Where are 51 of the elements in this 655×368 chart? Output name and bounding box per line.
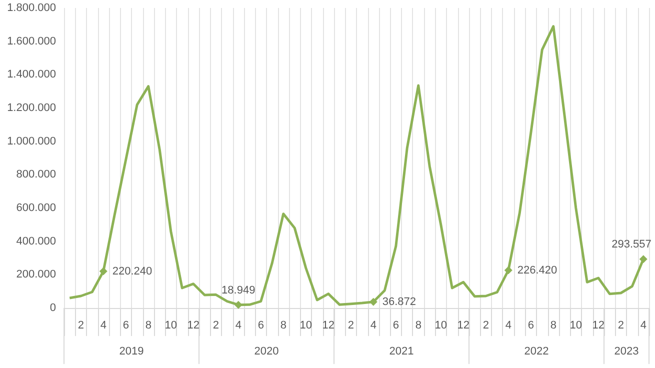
point — [504, 266, 512, 274]
point — [234, 300, 242, 309]
y-tick-label: 600.000 — [16, 202, 56, 214]
data-label: 293.557 — [612, 238, 652, 251]
y-tick-label: 1.600.000 — [7, 35, 56, 48]
x-tick-label: 8 — [145, 320, 152, 332]
x-tick-label: 2 — [482, 320, 489, 332]
text: 2023 — [614, 346, 639, 358]
y-tick-label: 0 — [50, 302, 56, 314]
x-tick-label: 10 — [570, 320, 582, 332]
point — [369, 298, 378, 306]
x-tick-label: 6 — [392, 320, 399, 332]
x-tick-label: 12 — [457, 320, 470, 332]
x-tick-label: 8 — [280, 320, 286, 332]
x-tick-label: 8 — [550, 320, 556, 332]
x-tick-label: 2 — [78, 320, 84, 332]
x-tick-label: 6 — [258, 320, 264, 332]
text: 2021 — [389, 346, 414, 358]
x-tick-label: 6 — [528, 320, 534, 332]
text: 2019 — [119, 346, 144, 358]
x-tick-label: 4 — [640, 320, 646, 332]
x-tick-label: 4 — [100, 320, 106, 332]
text: 2020 — [254, 346, 279, 358]
y-tick-label: 400.000 — [16, 235, 56, 248]
x-tick-label: 2 — [348, 320, 354, 332]
x-tick-label: 12 — [322, 320, 334, 332]
x-tick-label: 4 — [235, 320, 242, 332]
x-tick-label: 2 — [212, 320, 219, 332]
x-tick-label: 4 — [370, 320, 376, 332]
text: 2022 — [524, 346, 549, 358]
point — [99, 267, 108, 276]
x-tick-label: 10 — [300, 320, 312, 332]
y-tick-label: 1.400.000 — [7, 68, 56, 81]
y-tick-label: 800.000 — [16, 168, 56, 181]
y-tick-label: 1.800.000 — [7, 2, 56, 14]
data-label: 226.420 — [517, 264, 558, 276]
data-label: 18.949 — [222, 284, 256, 296]
x-tick-label: 12 — [592, 320, 604, 332]
y-tick-label: 200.000 — [16, 268, 56, 281]
x-tick-label: 10 — [434, 320, 447, 332]
x-tick-label: 4 — [505, 320, 512, 332]
data-label: 36.872 — [382, 296, 416, 308]
x-tick-label: 10 — [164, 320, 177, 332]
data-label: 220.240 — [112, 265, 152, 278]
x-tick-label: 12 — [187, 320, 200, 332]
y-tick-label: 1.200.000 — [7, 102, 56, 114]
y-tick-label: 1.000.000 — [7, 135, 56, 148]
x-tick-label: 8 — [415, 320, 422, 332]
x-tick-label: 6 — [122, 320, 129, 332]
point — [639, 255, 648, 264]
x-tick-label: 2 — [618, 320, 624, 332]
